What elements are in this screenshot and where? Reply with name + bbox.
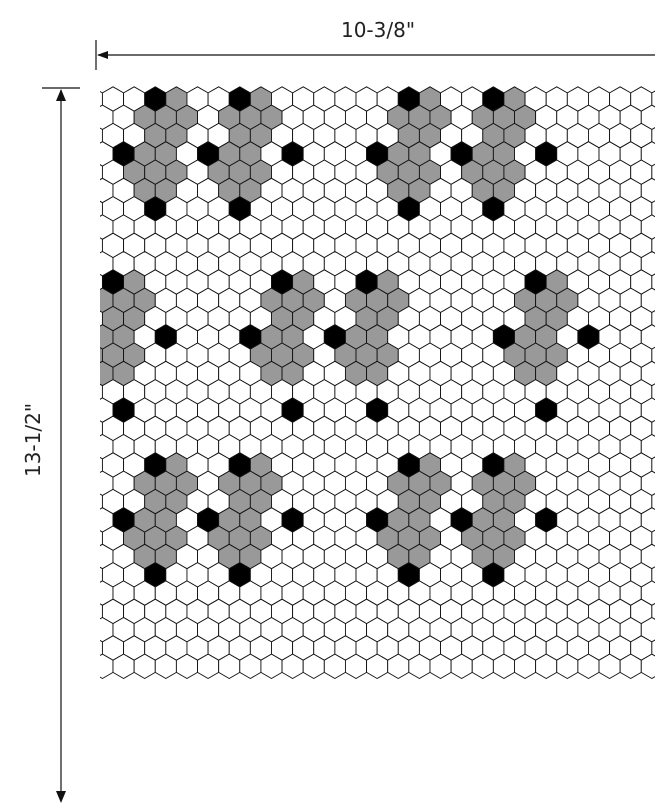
white-tile [651,419,655,437]
white-tile [100,456,103,474]
white-tile [651,346,655,364]
white-tile [100,90,103,108]
white-tile [651,163,655,181]
white-tile [651,493,655,511]
white-tile [651,639,655,657]
white-tile [651,456,655,474]
white-tile [100,383,103,400]
width-label: 10-3/8" [341,18,415,42]
white-tile [100,603,103,620]
white-tile [651,273,655,291]
white-tile [651,383,655,401]
white-tile [651,90,655,108]
white-tile [651,200,655,218]
white-tile [651,566,655,584]
white-tile [100,566,103,583]
white-tile [100,273,103,291]
height-label: 13-1/2" [21,403,45,477]
white-tile [651,602,655,620]
white-tile [100,310,103,327]
white-tile [100,164,103,181]
white-tile [651,236,655,254]
white-tile [100,639,103,657]
width-dimension: 10-3/8" [95,18,655,70]
white-tile [100,493,103,510]
white-tile [651,529,655,547]
white-tile [651,127,655,145]
height-dimension: 13-1/2" [21,87,80,803]
height-arrow-top-icon [56,89,66,101]
white-tile [100,127,103,144]
white-tile [100,420,103,437]
white-tile [651,310,655,328]
white-tile [640,653,655,680]
white-tile [100,200,103,217]
hex-tile-mosaic [100,86,655,680]
width-arrow-icon [97,51,108,59]
white-tile [100,237,103,254]
height-arrow-bottom-icon [56,791,66,803]
white-tile [100,530,103,547]
gray-tile [100,347,103,364]
